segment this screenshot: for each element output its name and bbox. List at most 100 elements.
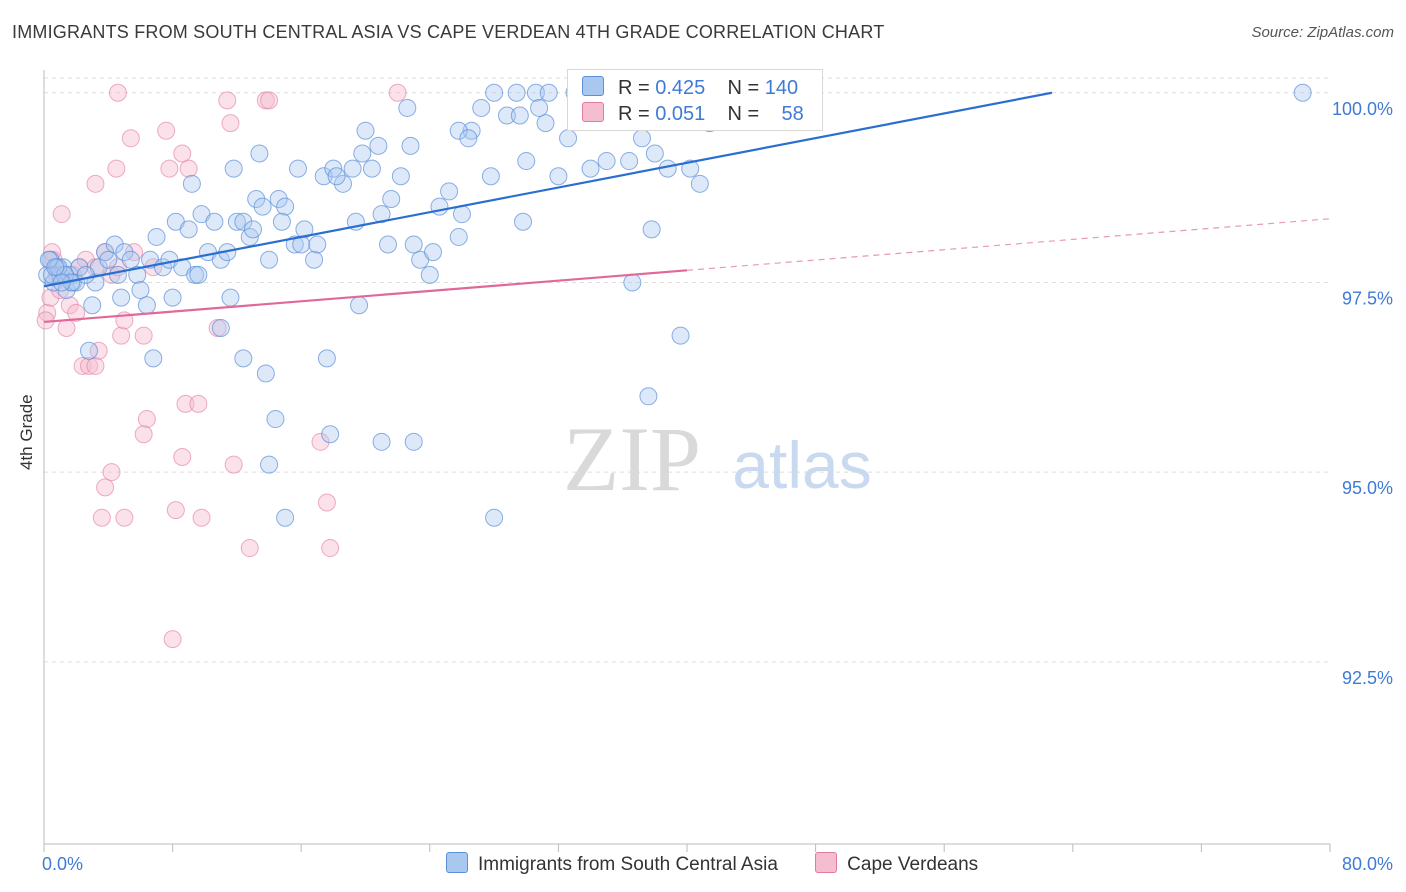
data-point <box>369 136 388 155</box>
y-axis-label: 4th Grade <box>17 394 36 470</box>
data-point <box>253 197 272 216</box>
data-point <box>99 250 118 269</box>
data-point <box>305 250 324 269</box>
data-point <box>112 326 131 345</box>
data-point <box>690 174 709 193</box>
n-label: N = <box>727 77 765 99</box>
data-point <box>472 98 491 117</box>
data-point <box>134 425 153 444</box>
data-point <box>234 212 253 231</box>
trend-line-pink <box>43 269 688 324</box>
data-point <box>671 326 690 345</box>
data-point <box>189 394 208 413</box>
data-point <box>83 296 102 315</box>
data-point <box>121 129 140 148</box>
series-legend: Immigrants from South Central Asia Cape … <box>446 852 1010 876</box>
x-tick-label: 0.0% <box>42 854 83 874</box>
data-point <box>321 539 340 558</box>
data-point <box>485 508 504 527</box>
data-point <box>192 508 211 527</box>
data-point <box>128 265 147 284</box>
data-point <box>536 114 555 133</box>
data-point <box>507 83 526 102</box>
data-point <box>96 478 115 497</box>
r-label: R = <box>618 103 656 125</box>
data-point <box>92 508 111 527</box>
data-point <box>623 273 642 292</box>
legend-label: Cape Verdeans <box>847 854 979 875</box>
data-point <box>517 152 536 171</box>
data-point <box>163 288 182 307</box>
data-point <box>449 121 468 140</box>
data-point <box>526 83 545 102</box>
legend-swatch-pink <box>815 852 838 873</box>
data-point <box>144 349 163 368</box>
trend-line-blue <box>43 91 1053 288</box>
data-point <box>173 448 192 466</box>
data-point <box>459 129 478 148</box>
data-point <box>266 410 285 429</box>
data-point <box>260 91 279 110</box>
data-point <box>147 227 166 246</box>
data-point <box>115 243 134 262</box>
data-point <box>497 106 516 125</box>
data-point <box>559 129 578 148</box>
n-value: 140 <box>764 77 799 99</box>
data-point <box>372 205 391 224</box>
data-point <box>398 98 417 117</box>
data-point <box>182 174 201 193</box>
data-point <box>353 144 372 163</box>
data-point <box>134 326 153 345</box>
data-point <box>333 174 352 193</box>
data-point <box>317 493 336 512</box>
data-point <box>269 190 288 208</box>
y-tick-label: 100.0% <box>1332 99 1393 119</box>
legend-item-south-central-asia[interactable]: Immigrants from South Central Asia <box>446 852 778 876</box>
data-point <box>272 212 291 231</box>
data-point <box>73 356 92 375</box>
data-point <box>179 220 198 239</box>
data-point <box>108 83 127 102</box>
data-point <box>308 235 327 254</box>
chart-title: IMMIGRANTS FROM SOUTH CENTRAL ASIA VS CA… <box>12 22 885 42</box>
data-point <box>80 341 99 360</box>
data-point <box>86 174 105 193</box>
data-point <box>243 220 262 239</box>
data-point <box>642 220 661 239</box>
data-point <box>645 144 664 163</box>
y-tick-label: 95.0% <box>1342 478 1393 498</box>
r-label: R = <box>618 77 656 99</box>
data-point <box>260 250 279 269</box>
watermark-zip: ZIP <box>563 408 701 510</box>
data-point <box>481 167 500 186</box>
data-point <box>70 258 89 277</box>
n-label: N = <box>727 103 765 125</box>
data-point <box>41 288 60 307</box>
data-point <box>288 159 307 178</box>
data-point <box>424 243 443 262</box>
data-point <box>311 432 330 451</box>
data-point <box>163 630 182 649</box>
data-point <box>681 159 700 178</box>
r-value: 0.425 <box>655 77 706 99</box>
data-point <box>549 167 568 186</box>
data-point <box>420 265 439 284</box>
data-point <box>404 432 423 451</box>
data-point <box>176 394 195 413</box>
data-point <box>276 197 295 216</box>
data-point <box>173 144 192 163</box>
data-point <box>39 250 58 269</box>
data-point <box>240 539 259 558</box>
r-value: 0.051 <box>655 103 706 125</box>
legend-item-cape-verdeans[interactable]: Cape Verdeans <box>815 852 978 876</box>
data-point <box>205 212 224 231</box>
data-point <box>260 455 279 474</box>
data-point <box>179 159 198 178</box>
stats-row-blue: R = 0.425 N = 140 <box>582 76 799 99</box>
data-point <box>510 106 529 125</box>
n-value: 58 <box>781 103 804 125</box>
data-point <box>388 83 407 102</box>
data-point <box>137 410 156 429</box>
data-point <box>632 129 651 148</box>
